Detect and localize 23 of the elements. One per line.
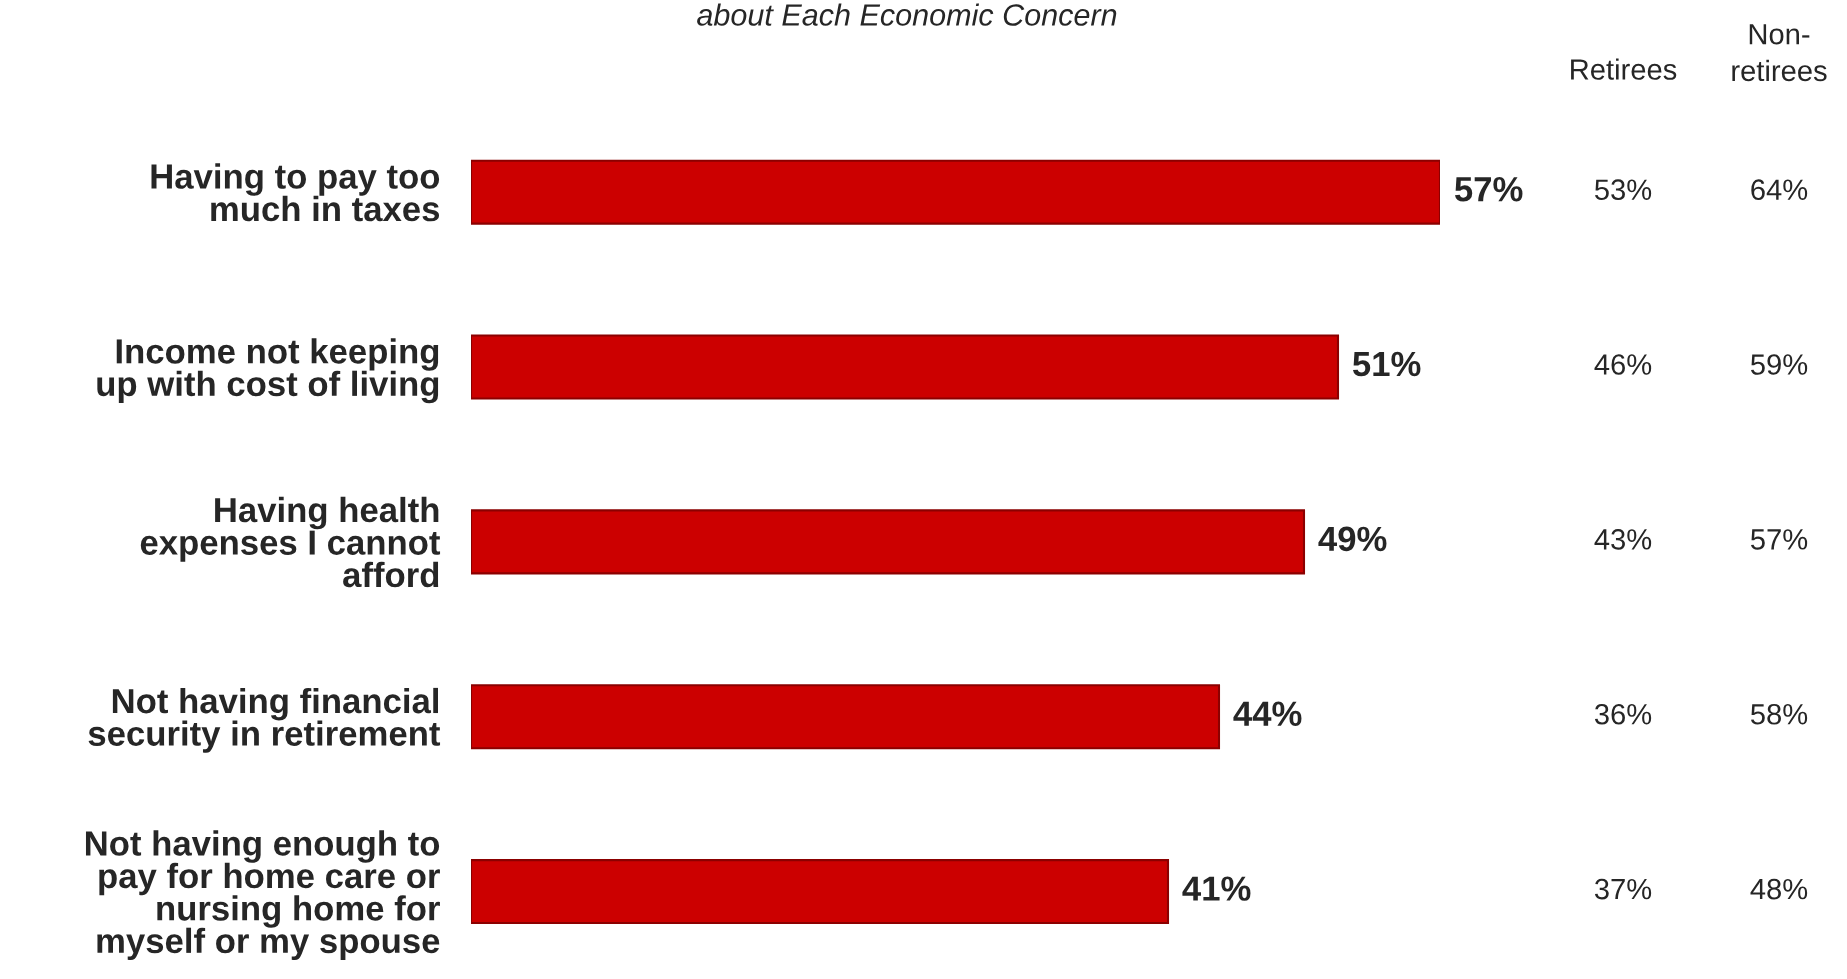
data-label: 51% (1352, 351, 1421, 377)
text: Non- retirees (1732, 24, 1827, 82)
text: 58% (1750, 703, 1808, 725)
y-tick-label: Not having financial security in retirement (88, 687, 441, 753)
data-label: 57% (1454, 177, 1523, 202)
data-label: 44% (1233, 701, 1302, 726)
text: 46% (1594, 354, 1652, 375)
text: 37% (1594, 878, 1652, 900)
y-tick-label: Not having enough to pay for home care or nursing home for myself or my spouse (85, 830, 440, 961)
y-tick-label: Income not keeping up with cost of living (97, 338, 439, 404)
y-tick-label: Having health expenses I cannot afford (140, 496, 441, 588)
data-label: 41% (1182, 876, 1251, 901)
y-tick-label: Having to pay too much in taxes (151, 163, 440, 222)
text: Retirees (1571, 58, 1677, 80)
text: 48% (1750, 878, 1808, 900)
text: 64% (1751, 179, 1808, 201)
text: 57% (1750, 529, 1808, 550)
chart-title: about Each Economic Concern (697, 3, 1117, 26)
text: 53% (1594, 179, 1652, 201)
text: 43% (1594, 529, 1652, 550)
text: 36% (1594, 703, 1652, 725)
text: 59% (1750, 354, 1808, 375)
data-label: 49% (1318, 526, 1387, 552)
